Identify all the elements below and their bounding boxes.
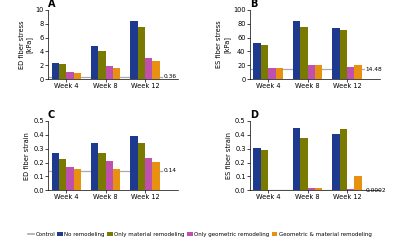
Y-axis label: ED fiber strain: ED fiber strain [24,132,30,180]
Bar [261,150,268,190]
Bar [91,46,98,79]
Bar [130,136,138,190]
Bar [52,63,59,79]
Bar [315,188,322,190]
Bar [152,162,160,190]
Bar [59,159,66,190]
Legend: Control, No remodeling, Only material remodeling, Only geometric remodeling, Geo: Control, No remodeling, Only material re… [26,229,374,239]
Bar [74,169,81,190]
Bar [261,45,268,79]
Bar [66,72,74,79]
Bar [268,68,276,79]
Bar [293,21,300,79]
Text: B: B [250,0,257,9]
Bar [145,158,152,190]
Bar [340,30,347,79]
Text: D: D [250,110,258,120]
Bar [106,161,113,190]
Bar [308,188,315,190]
Text: 14.48: 14.48 [365,67,382,72]
Bar [332,134,340,190]
Bar [254,148,261,190]
Y-axis label: ED fiber stress
[kPa]: ED fiber stress [kPa] [19,20,33,69]
Y-axis label: ES fiber stress
[kPa]: ES fiber stress [kPa] [216,20,230,68]
Bar [315,65,322,79]
Bar [138,28,145,79]
Bar [340,129,347,190]
Bar [138,143,145,190]
Text: C: C [48,110,55,120]
Bar [52,153,59,190]
Bar [354,65,362,79]
Bar [145,58,152,79]
Bar [332,28,340,79]
Bar [106,66,113,79]
Text: A: A [48,0,56,9]
Bar [293,128,300,190]
Bar [308,65,315,79]
Text: 0.0002: 0.0002 [365,188,386,193]
Bar [347,189,354,190]
Text: 0.14: 0.14 [164,168,176,173]
Bar [276,68,283,79]
Bar [347,67,354,79]
Bar [152,61,160,79]
Bar [66,167,74,190]
Text: 0.36: 0.36 [164,74,176,79]
Bar [113,68,120,79]
Bar [113,169,120,190]
Bar [354,176,362,190]
Bar [91,143,98,190]
Bar [300,138,308,190]
Bar [98,51,106,79]
Bar [98,153,106,190]
Bar [254,43,261,79]
Bar [59,64,66,79]
Bar [130,20,138,79]
Bar [74,73,81,79]
Y-axis label: ES fiber strain: ES fiber strain [226,132,232,179]
Bar [300,27,308,79]
